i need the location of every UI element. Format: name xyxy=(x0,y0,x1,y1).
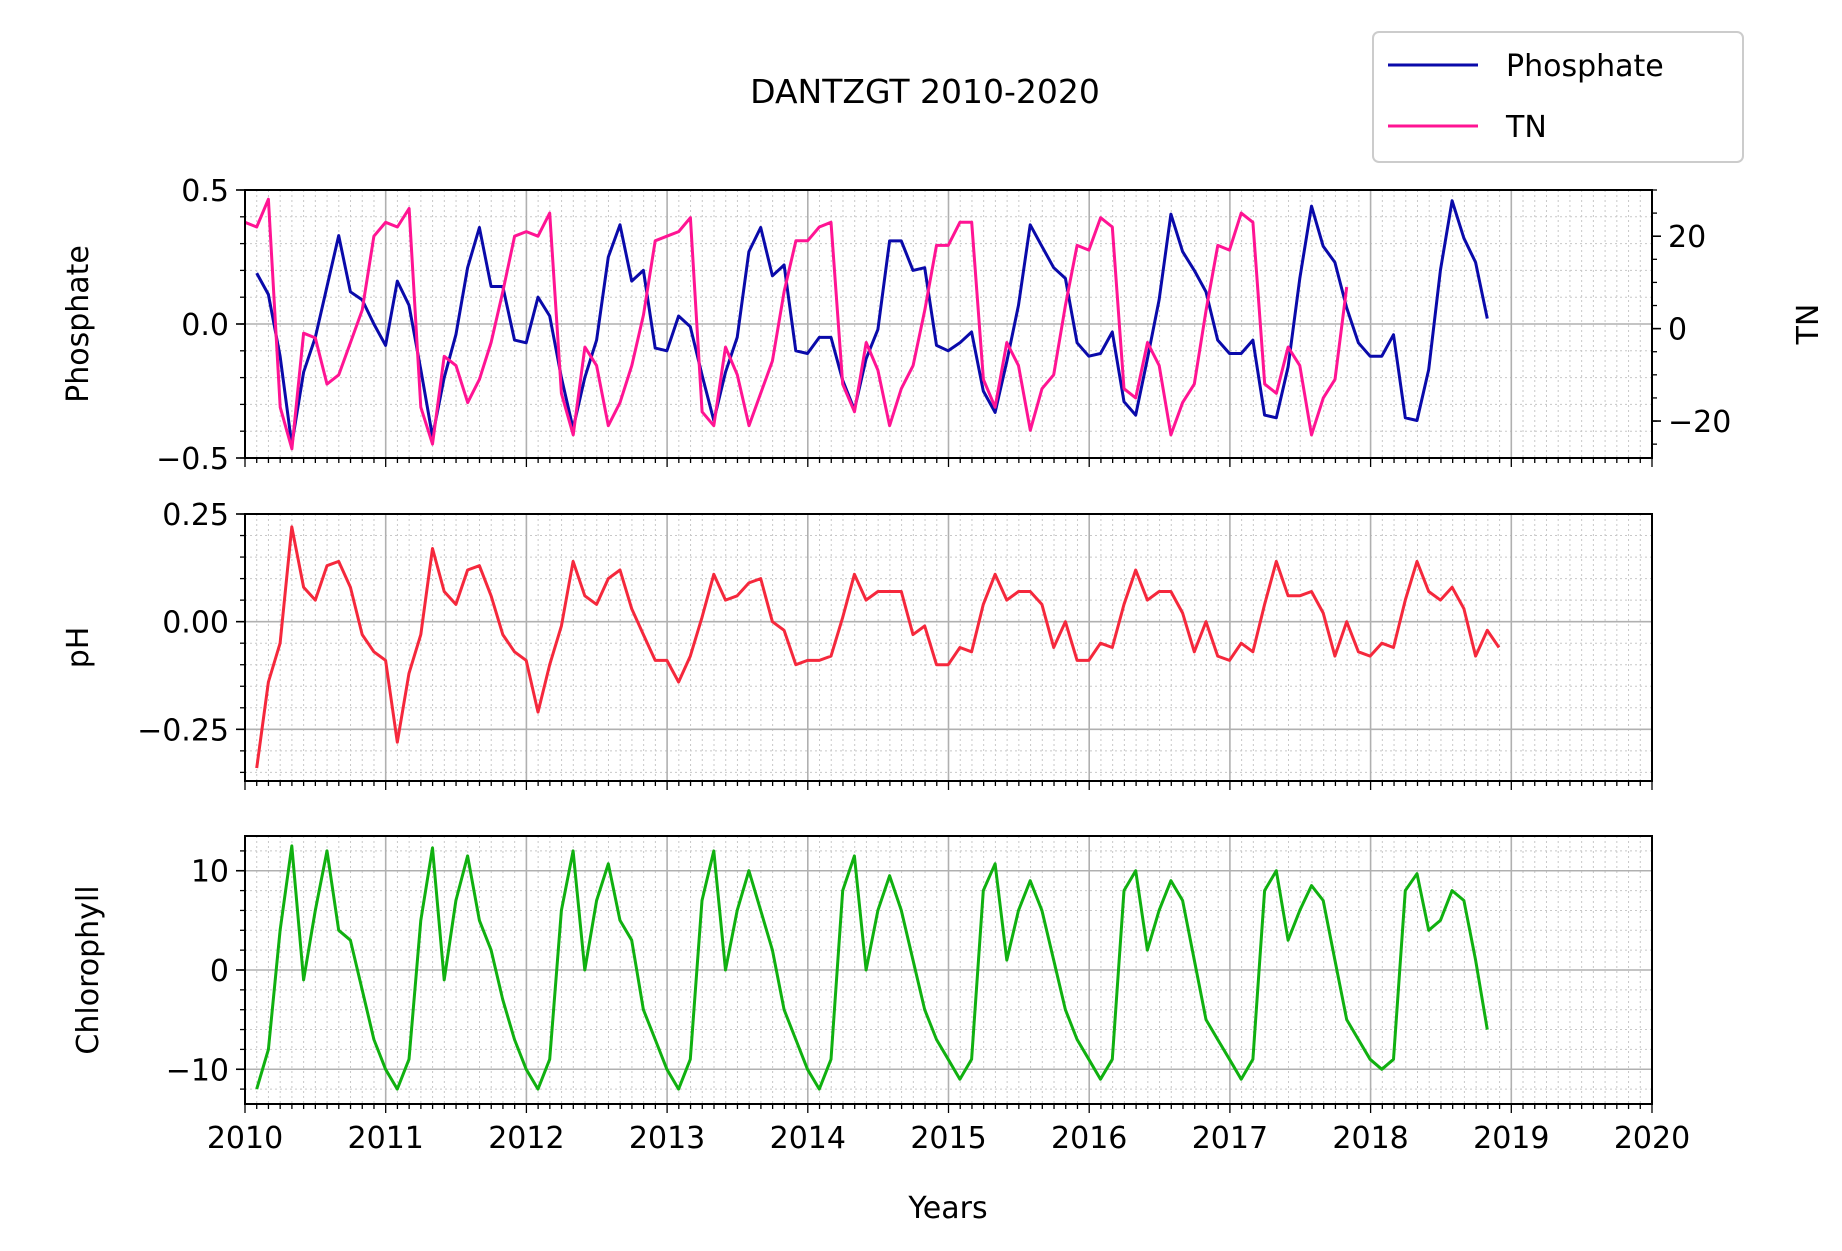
legend-label: TN xyxy=(1505,110,1547,145)
y-axis-label-right: TN xyxy=(1791,304,1826,346)
axes-frame xyxy=(244,513,1653,782)
x-tick-label: 2012 xyxy=(488,1121,564,1156)
panel-2: 0.25 0.00 −0.25 pH xyxy=(61,498,1653,790)
y-tick-label-right: 0 xyxy=(1668,313,1687,348)
y-tick-label-right: −20 xyxy=(1668,405,1731,440)
y-tick-label: 0 xyxy=(210,954,229,989)
axes-frame xyxy=(244,835,1653,1105)
y-axis-label: Chlorophyll xyxy=(71,885,106,1054)
axes-frame xyxy=(244,189,1653,459)
x-tick-label: 2014 xyxy=(770,1121,846,1156)
y-axis-label: Phosphate xyxy=(61,245,96,403)
y-tick-label: −0.5 xyxy=(156,442,229,477)
legend: Phosphate TN xyxy=(1372,31,1744,163)
series-line-chlorophyll xyxy=(255,844,1489,1091)
y-tick-label: 0.0 xyxy=(181,308,229,343)
x-tick-label: 2018 xyxy=(1332,1121,1408,1156)
x-tick-label: 2011 xyxy=(348,1121,424,1156)
x-tick-label: 2016 xyxy=(1051,1121,1127,1156)
chart-title: DANTZGT 2010-2020 xyxy=(750,72,1100,111)
x-axis-label: Years xyxy=(907,1191,987,1226)
x-tick-label: 2020 xyxy=(1614,1121,1690,1156)
y-tick-label-right: 20 xyxy=(1668,220,1706,255)
y-tick-label: 0.25 xyxy=(162,498,229,533)
x-tick-label: 2010 xyxy=(207,1121,283,1156)
panel-1: 0.5 0.0 −0.5 20 0 −20 TN Phosphate xyxy=(61,174,1826,477)
y-tick-label: 10 xyxy=(191,855,229,890)
y-tick-label: −0.25 xyxy=(137,713,229,748)
y-tick-label: 0.5 xyxy=(181,174,229,209)
x-tick-label: 2017 xyxy=(1192,1121,1268,1156)
series-line-phosphate xyxy=(255,199,1489,447)
x-tick-label: 2015 xyxy=(910,1121,986,1156)
legend-label: Phosphate xyxy=(1506,49,1664,84)
x-tick-label: 2013 xyxy=(629,1121,705,1156)
y-axis-label: pH xyxy=(61,627,96,669)
y-tick-label: −10 xyxy=(166,1053,229,1088)
panels: 0.5 0.0 −0.5 20 0 −20 TN Phosphate 0.25 0.00 −0.25… xyxy=(61,174,1826,1156)
y-tick-label: 0.00 xyxy=(162,606,229,641)
series-line-tn xyxy=(244,197,1349,451)
series-line-ph xyxy=(255,525,1501,769)
x-tick-label: 2019 xyxy=(1473,1121,1549,1156)
panel-3: 10 0 −10 2010 2011 2012 2013 2014 2015 2016 2017 20… xyxy=(71,835,1690,1156)
